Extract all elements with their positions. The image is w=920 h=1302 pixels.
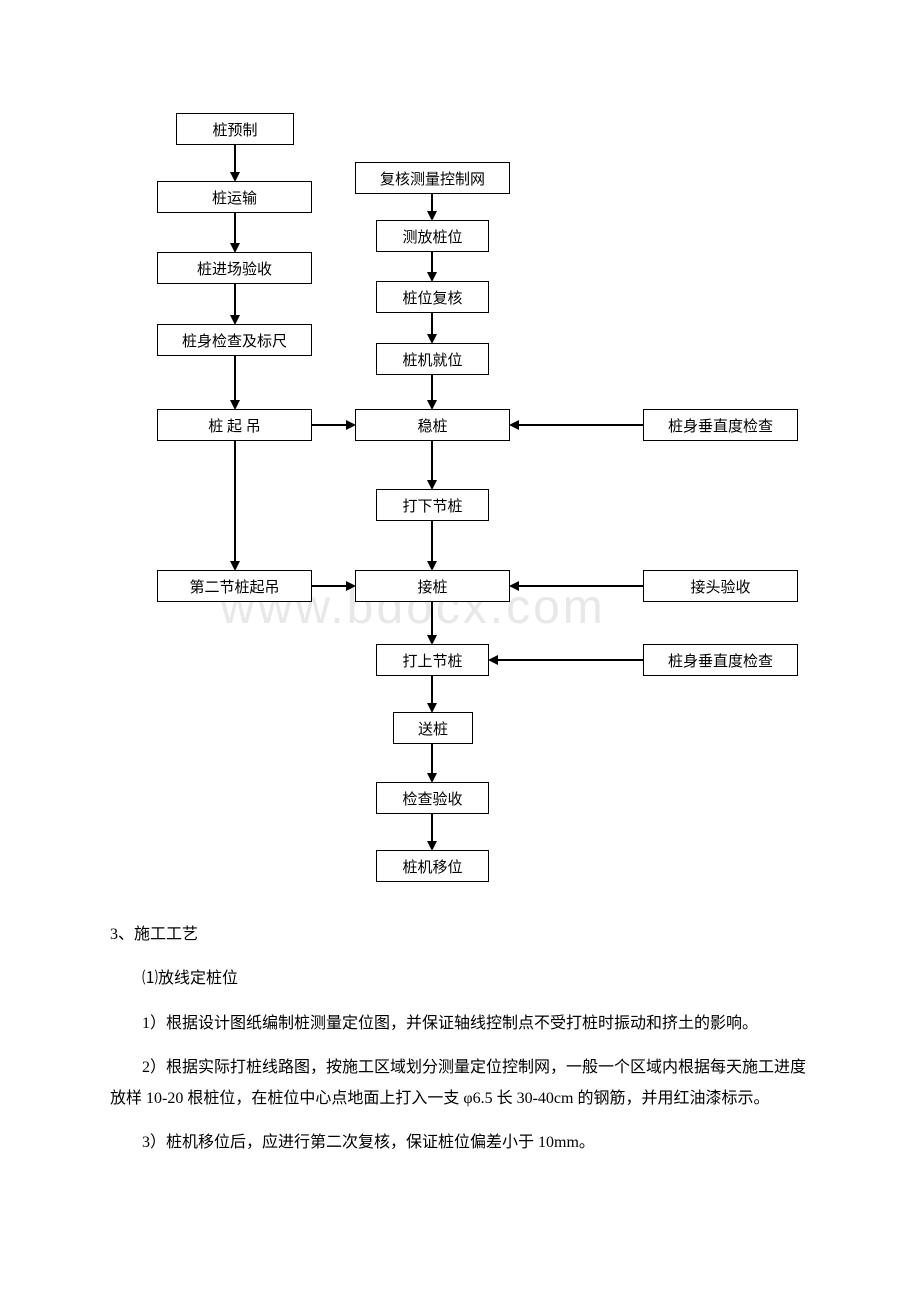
- arrow: [312, 424, 347, 426]
- arrow-head: [427, 773, 437, 783]
- node-drive-upper: 打上节桩: [376, 644, 489, 676]
- node-drive-lower: 打下节桩: [376, 489, 489, 521]
- node-set-pile-pos: 测放桩位: [376, 220, 489, 252]
- node-vertical-check-1: 桩身垂直度检查: [643, 409, 798, 441]
- arrow: [312, 585, 347, 587]
- arrow-head: [230, 243, 240, 253]
- arrow-head: [509, 420, 519, 430]
- arrow: [234, 441, 236, 562]
- node-pile-transport: 桩运输: [157, 181, 312, 213]
- arrow: [518, 424, 643, 426]
- node-join-pile: 接桩: [355, 570, 510, 602]
- arrow: [431, 814, 433, 842]
- paragraph-1: 1）根据设计图纸编制桩测量定位图，并保证轴线控制点不受打桩时振动和挤土的影响。: [110, 1009, 810, 1039]
- flowchart-container: www.bdocx.com 桩预制 桩运输 桩进场验收 桩身检查及标尺 桩 起 …: [0, 0, 920, 920]
- arrow: [431, 602, 433, 636]
- arrow-head: [427, 703, 437, 713]
- node-second-pile-lift: 第二节桩起吊: [157, 570, 312, 602]
- heading: 3、施工工艺: [110, 920, 810, 950]
- arrow: [518, 585, 643, 587]
- arrow: [431, 676, 433, 704]
- node-pile-prefab: 桩预制: [176, 113, 294, 145]
- text-section: 3、施工工艺 ⑴放线定桩位 1）根据设计图纸编制桩测量定位图，并保证轴线控制点不…: [0, 920, 920, 1212]
- arrow-head: [427, 272, 437, 282]
- node-pile-body-check: 桩身检查及标尺: [157, 324, 312, 356]
- sub-heading: ⑴放线定桩位: [110, 964, 810, 994]
- arrow-head: [488, 655, 498, 665]
- arrow-head: [427, 480, 437, 490]
- arrow-head: [230, 400, 240, 410]
- node-joint-accept: 接头验收: [643, 570, 798, 602]
- paragraph-3: 3）桩机移位后，应进行第二次复核，保证桩位偏差小于 10mm。: [110, 1128, 810, 1158]
- node-pile-acceptance: 桩进场验收: [157, 252, 312, 284]
- arrow: [431, 313, 433, 335]
- arrow: [234, 284, 236, 316]
- paragraph-2: 2）根据实际打桩线路图，按施工区域划分测量定位控制网，一般一个区域内根据每天施工…: [110, 1053, 810, 1114]
- node-vertical-check-2: 桩身垂直度检查: [643, 644, 798, 676]
- arrow-head: [427, 400, 437, 410]
- arrow-head: [427, 211, 437, 221]
- arrow: [234, 145, 236, 173]
- arrow: [431, 521, 433, 562]
- node-machine-position: 桩机就位: [376, 343, 489, 375]
- arrow-head: [346, 581, 356, 591]
- arrow-head: [230, 315, 240, 325]
- arrow: [431, 194, 433, 212]
- arrow: [431, 744, 433, 774]
- arrow: [431, 441, 433, 481]
- node-stabilize-pile: 稳桩: [355, 409, 510, 441]
- arrow: [234, 356, 236, 401]
- node-pile-lift: 桩 起 吊: [157, 409, 312, 441]
- arrow: [431, 375, 433, 401]
- arrow-head: [427, 841, 437, 851]
- arrow-head: [427, 334, 437, 344]
- arrow: [234, 213, 236, 244]
- node-machine-move: 桩机移位: [376, 850, 489, 882]
- node-inspect-accept: 检查验收: [376, 782, 489, 814]
- arrow-head: [427, 561, 437, 571]
- arrow-head: [509, 581, 519, 591]
- arrow-head: [230, 172, 240, 182]
- node-pile-pos-review: 桩位复核: [376, 281, 489, 313]
- arrow: [431, 252, 433, 273]
- arrow-head: [230, 561, 240, 571]
- node-send-pile: 送桩: [393, 712, 473, 744]
- node-review-survey: 复核测量控制网: [355, 162, 510, 194]
- arrow-head: [346, 420, 356, 430]
- arrow-head: [427, 635, 437, 645]
- arrow: [497, 659, 643, 661]
